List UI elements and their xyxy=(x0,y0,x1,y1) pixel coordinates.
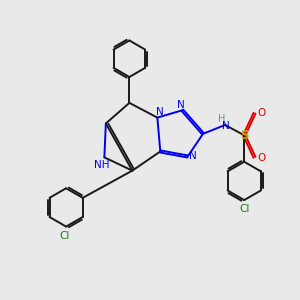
Text: Cl: Cl xyxy=(239,205,249,214)
Text: N: N xyxy=(189,151,197,161)
Text: N: N xyxy=(222,121,230,130)
Text: N: N xyxy=(155,107,163,117)
Text: S: S xyxy=(240,129,248,142)
Text: H: H xyxy=(218,114,225,124)
Text: O: O xyxy=(257,108,265,118)
Text: N: N xyxy=(177,100,185,110)
Text: NH: NH xyxy=(94,160,109,170)
Text: O: O xyxy=(257,153,265,163)
Text: Cl: Cl xyxy=(59,231,70,241)
